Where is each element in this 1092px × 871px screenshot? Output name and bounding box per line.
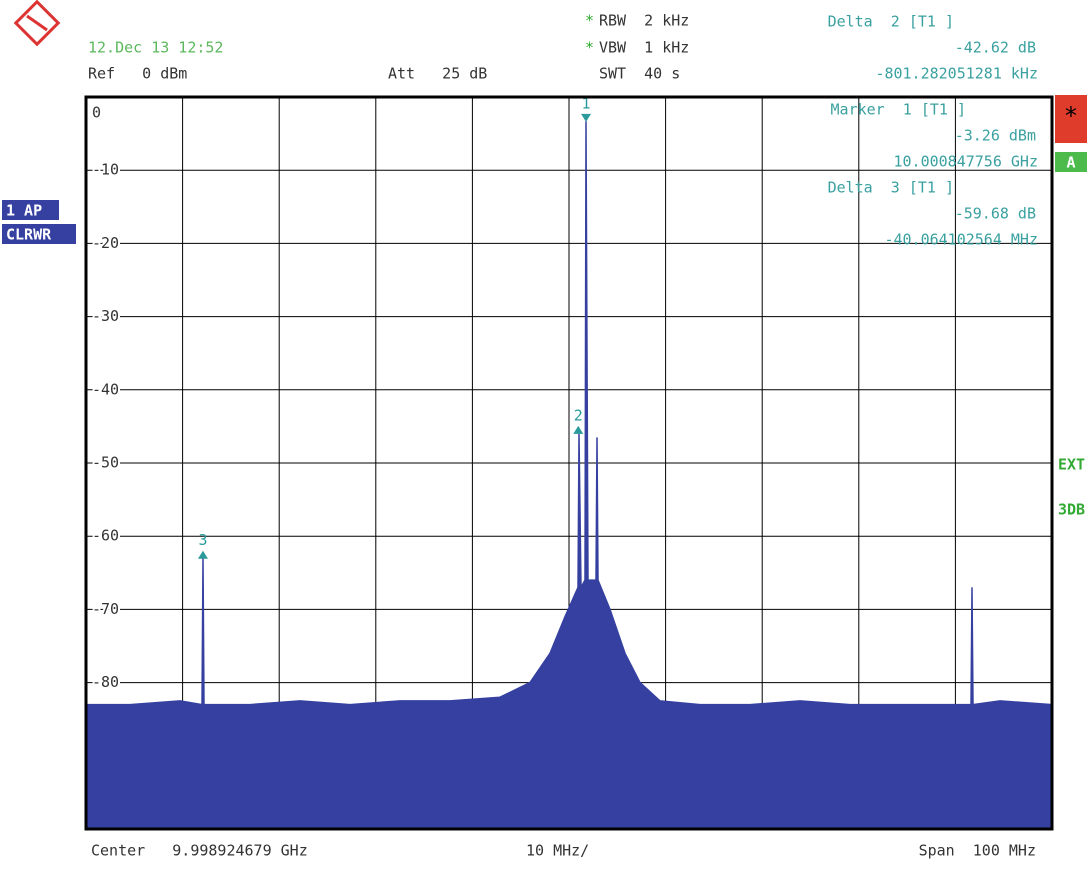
marker-info: Delta 2 [T1 ]-42.62 dB -801.282051281 kHz… bbox=[828, 13, 1038, 249]
logo bbox=[13, 0, 61, 47]
ref-level: Ref 0 dBm bbox=[88, 65, 187, 83]
marker-label: 1 bbox=[581, 94, 590, 112]
a-box bbox=[1055, 152, 1087, 172]
marker-freq: 10.000847756 GHz bbox=[894, 153, 1039, 171]
trace-mode: 1 AP bbox=[6, 202, 42, 220]
plot: 0 -10 -20 -30 -40 -50 -60 -70 -80 1 2 3 bbox=[86, 94, 1053, 829]
y-tick-label: -70 bbox=[92, 600, 119, 618]
y-tick-label: -60 bbox=[92, 527, 119, 545]
span: Span 100 MHz bbox=[919, 842, 1036, 860]
attenuation: Att 25 dB bbox=[388, 65, 487, 83]
vbw: VBW 1 kHz bbox=[599, 39, 689, 57]
star: * bbox=[1064, 102, 1078, 130]
vbw-flag: * bbox=[585, 39, 594, 57]
marker-level: -42.62 dB bbox=[955, 39, 1036, 57]
y-tick-label: -40 bbox=[92, 380, 119, 398]
marker-freq: -801.282051281 kHz bbox=[875, 65, 1038, 83]
trace-area bbox=[86, 121, 1052, 829]
marker bbox=[197, 550, 208, 559]
detector-box bbox=[2, 224, 76, 244]
marker-level: -59.68 dB bbox=[955, 205, 1036, 223]
y-tick-label: -50 bbox=[92, 454, 119, 472]
y-tick-label: -10 bbox=[92, 161, 119, 179]
y-tick-label: -20 bbox=[92, 234, 119, 252]
center-freq: Center 9.998924679 GHz bbox=[91, 842, 308, 860]
marker bbox=[581, 113, 592, 122]
div: 10 MHz/ bbox=[526, 842, 589, 860]
plot-frame bbox=[84, 95, 1054, 831]
marker bbox=[573, 425, 584, 434]
ext-label: EXT bbox=[1058, 456, 1085, 474]
3db-label: 3DB bbox=[1058, 501, 1085, 519]
marker-title: Delta 2 [T1 ] bbox=[828, 13, 954, 31]
star-box bbox=[1055, 95, 1087, 143]
y-tick-label: -80 bbox=[92, 673, 119, 691]
rbw: RBW 2 kHz bbox=[599, 12, 689, 30]
marker-label: 3 bbox=[198, 531, 207, 549]
detector: CLRWR bbox=[6, 226, 52, 244]
datetime: 12.Dec 13 12:52 bbox=[88, 39, 223, 57]
trace-mode-box bbox=[2, 200, 59, 220]
y-tick-label: 0 bbox=[92, 104, 101, 122]
rbw-flag: * bbox=[585, 12, 594, 30]
marker-level: -3.26 dBm bbox=[955, 127, 1036, 145]
marker-title: Delta 3 [T1 ] bbox=[828, 179, 954, 197]
marker-label: 2 bbox=[574, 406, 583, 424]
marker-title: Marker 1 [T1 ] bbox=[831, 101, 966, 119]
sweep-time: SWT 40 s bbox=[599, 65, 680, 83]
y-tick-label: -30 bbox=[92, 307, 119, 325]
a-label: A bbox=[1066, 154, 1075, 172]
marker-freq: -40.064102564 MHz bbox=[884, 231, 1038, 249]
